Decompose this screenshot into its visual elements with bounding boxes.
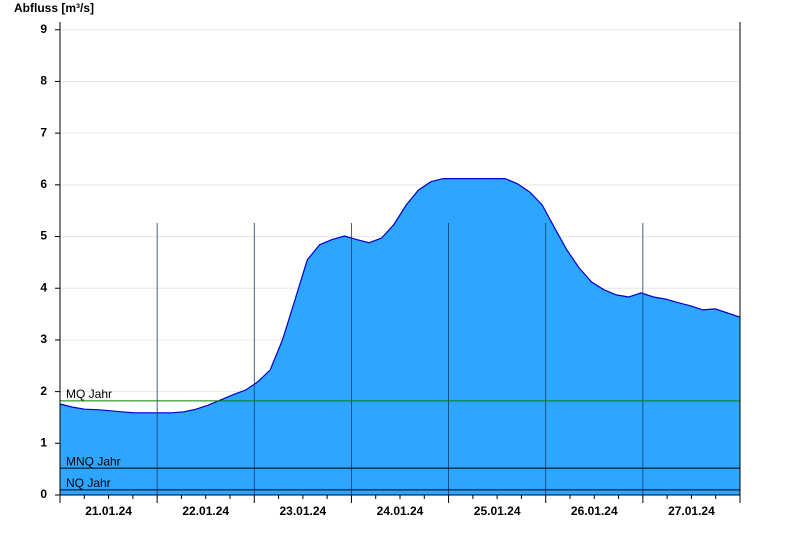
y-tick-label: 4 <box>40 280 47 294</box>
y-tick-label: 5 <box>40 229 47 243</box>
x-tick-label: 26.01.24 <box>571 504 618 518</box>
y-tick-label: 8 <box>40 74 47 88</box>
area <box>60 178 740 495</box>
area-line <box>59 178 741 414</box>
y-tick-label: 9 <box>40 22 47 36</box>
reference-label: MQ Jahr <box>66 387 112 401</box>
y-tick-label: 6 <box>40 177 47 191</box>
y-tick-label: 7 <box>40 125 47 139</box>
x-tick-label: 22.01.24 <box>182 504 229 518</box>
y-tick-label: 3 <box>40 332 47 346</box>
y-tick-label: 0 <box>40 487 47 501</box>
x-tick-label: 27.01.24 <box>668 504 715 518</box>
x-tick-label: 23.01.24 <box>279 504 326 518</box>
y-tick-label: 1 <box>40 435 47 449</box>
reference-label: NQ Jahr <box>66 476 111 490</box>
y-axis-label: Abfluss [m³/s] <box>14 1 94 15</box>
x-tick-label: 21.01.24 <box>85 504 132 518</box>
x-tick-label: 24.01.24 <box>377 504 424 518</box>
x-tick-label: 25.01.24 <box>474 504 521 518</box>
y-tick-label: 2 <box>40 384 47 398</box>
reference-label: MNQ Jahr <box>66 454 121 468</box>
